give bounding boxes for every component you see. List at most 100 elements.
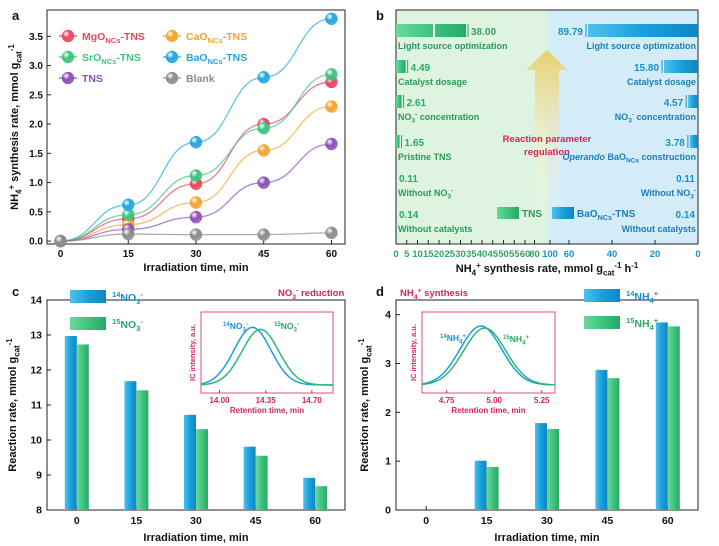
legend-swatch-blue — [584, 289, 620, 302]
value-label-tns: 38.00 — [471, 27, 496, 38]
x-tick-label: 20 — [650, 249, 661, 260]
bar-blue — [655, 322, 668, 510]
bar-blue — [243, 446, 256, 510]
x-tick-label: 60 — [309, 515, 321, 527]
value-label-bao: 89.79 — [558, 27, 583, 38]
bar-tns — [396, 24, 466, 37]
x-tick-label: 5 — [404, 249, 410, 260]
category-label-right: Catalyst dosage — [627, 77, 696, 87]
panel-title: NH4+ synthesis — [400, 287, 468, 300]
x-tick-label: 45 — [250, 515, 262, 527]
legend-label-green: 15NO3- — [112, 317, 143, 333]
bar-blue — [184, 414, 196, 510]
y-tick-label: 2.0 — [29, 120, 43, 131]
x-tick-label: 60 — [520, 249, 531, 260]
x-axis-title: Irradiation time, min — [494, 532, 599, 544]
inset-x-tick-label: 14.35 — [256, 396, 277, 405]
bar-blue — [535, 423, 547, 510]
y-tick-label: 1.0 — [29, 178, 43, 189]
value-label-bao: 0.11 — [676, 174, 695, 185]
legend-swatch-green — [70, 317, 106, 330]
y-tick-label: 1.5 — [29, 149, 43, 160]
bar-green — [547, 428, 559, 510]
data-point-CaO — [257, 144, 270, 157]
inset-frame-d — [421, 311, 556, 394]
data-point-TNS — [189, 210, 203, 224]
x-tick-label: 40 — [477, 249, 488, 260]
x-tick-label: 10 — [412, 249, 423, 260]
inset-peak-label: 14NO3- — [223, 321, 248, 334]
data-point-SrO — [325, 68, 338, 81]
data-point-TNS — [257, 176, 270, 189]
x-tick-label: 50 — [498, 249, 509, 260]
legend-label-tns: TNS — [522, 209, 542, 220]
x-axis-title: Irradiation time, min — [143, 532, 248, 544]
legend-label-blue: 14NO3- — [112, 290, 143, 306]
bar-green — [136, 390, 149, 510]
legend-swatch-green — [584, 316, 620, 329]
legend-swatch-blue — [70, 290, 106, 303]
data-point-CaO — [325, 100, 338, 113]
bar-blue — [474, 460, 487, 510]
bar-blue — [64, 336, 77, 510]
bar-blue — [595, 369, 608, 510]
series-line-TNS — [60, 143, 332, 242]
y-tick-label: 0.5 — [29, 207, 43, 218]
y-tick-label: 12 — [30, 365, 42, 377]
category-label-right: NO3- concentration — [615, 112, 696, 125]
inset-x-tick-label: 5.25 — [534, 396, 550, 405]
y-tick-label: 9 — [36, 470, 42, 482]
x-tick-label: 45 — [258, 249, 270, 260]
bar-green — [76, 344, 89, 510]
legend-label-green: 15NH4+ — [626, 316, 659, 332]
annotation-line1: Reaction parameter — [503, 134, 592, 145]
legend-marker-SrO — [61, 50, 75, 64]
inset-x-tick-label: 4.75 — [439, 396, 455, 405]
plot-frame-a — [46, 9, 346, 245]
bar-tns — [396, 135, 400, 148]
legend-label-blue: 14NH4+ — [626, 289, 659, 305]
category-label-left: Light source optimization — [398, 41, 508, 51]
y-axis-title: NH4+ synthesis rate, mmol gcat-1 — [7, 44, 23, 210]
inset-peak-label: 15NH4+ — [503, 334, 529, 347]
inset-peak-label: 14NH4+ — [440, 333, 466, 346]
bar-green — [315, 486, 328, 510]
category-label-left: Without NO3- — [398, 188, 453, 201]
x-tick-label: 35 — [466, 249, 477, 260]
x-tick-label: 15 — [423, 249, 434, 260]
panel-letter-c: c — [12, 284, 19, 299]
data-point-SrO — [189, 169, 203, 182]
data-point-Blank — [54, 234, 67, 248]
x-tick-label: 100 — [542, 249, 558, 260]
legend-label-CaO: CaONCs-TNS — [186, 31, 247, 45]
bar-green — [667, 326, 680, 510]
y-tick-label: 14 — [30, 295, 42, 307]
regulation-arrow — [526, 50, 568, 225]
x-tick-label: 25 — [444, 249, 455, 260]
category-label-left: Pristine TNS — [398, 152, 452, 162]
annotation-line2: regulation — [524, 147, 570, 158]
x-tick-label: 60 — [564, 249, 575, 260]
x-tick-label: 15 — [481, 515, 493, 527]
x-tick-label: 45 — [602, 515, 614, 527]
category-label-left: Catalyst dosage — [398, 77, 467, 87]
x-tick-label: 0 — [393, 249, 398, 260]
inset-y-axis-title: IC intensity, a.u. — [188, 324, 197, 381]
value-label-bao: 3.78 — [665, 138, 685, 149]
x-tick-label: 15 — [123, 249, 135, 260]
bar-green — [607, 378, 620, 510]
y-tick-label: 2 — [385, 407, 391, 419]
x-tick-label: 15 — [131, 515, 143, 527]
y-tick-label: 0.0 — [29, 237, 43, 248]
x-tick-label: 40 — [607, 249, 618, 260]
x-axis-title: Irradiation time, min — [143, 262, 248, 274]
value-label-bao: 15.80 — [634, 63, 659, 74]
value-label-bao: 0.14 — [676, 210, 696, 221]
data-point-Blank — [122, 227, 135, 241]
y-tick-label: 3.0 — [29, 61, 43, 72]
bg-left — [396, 10, 547, 244]
inset-curve-blue — [200, 326, 333, 386]
data-point-Blank — [257, 228, 270, 241]
data-point-CaO — [189, 196, 203, 209]
data-point-SrO — [257, 121, 270, 135]
